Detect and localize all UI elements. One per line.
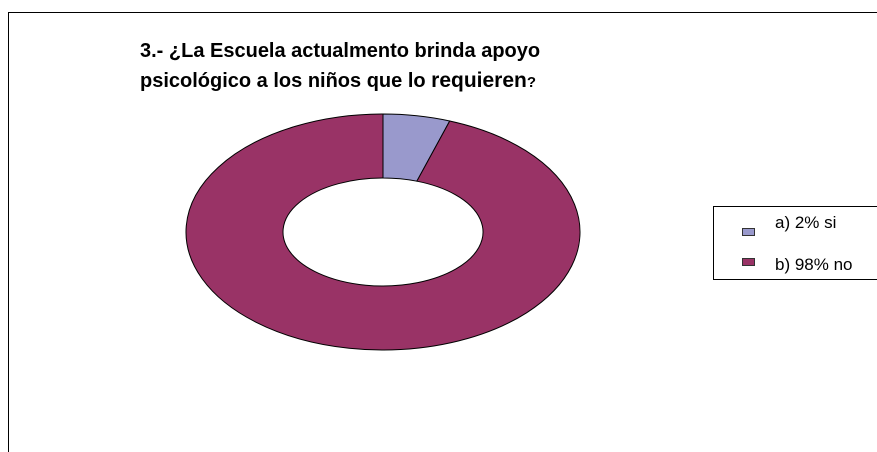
chart-title-line1: 3.- ¿La Escuela actualmento brinda apoyo — [140, 40, 541, 62]
chart-title-line2: psicológico a los niños que lo — [140, 70, 432, 92]
legend-item-no: b) 98% no — [742, 255, 853, 275]
legend-item-si: a) 2% si — [742, 213, 837, 236]
legend-label-no: b) 98% no — [775, 255, 853, 274]
legend-swatch-no — [742, 258, 755, 266]
chart-title-question-mark: ? — [526, 74, 537, 91]
legend-swatch-si — [742, 228, 755, 236]
chart-title-emphasis: requieren — [431, 69, 527, 92]
legend-label-si: a) 2% si — [775, 213, 837, 232]
chart-legend: a) 2% si b) 98% no — [713, 206, 877, 280]
chart-frame — [8, 12, 877, 452]
doughnut-slice-no — [185, 113, 581, 351]
chart-title: 3.- ¿La Escuela actualmento brinda apoyo… — [140, 36, 660, 98]
